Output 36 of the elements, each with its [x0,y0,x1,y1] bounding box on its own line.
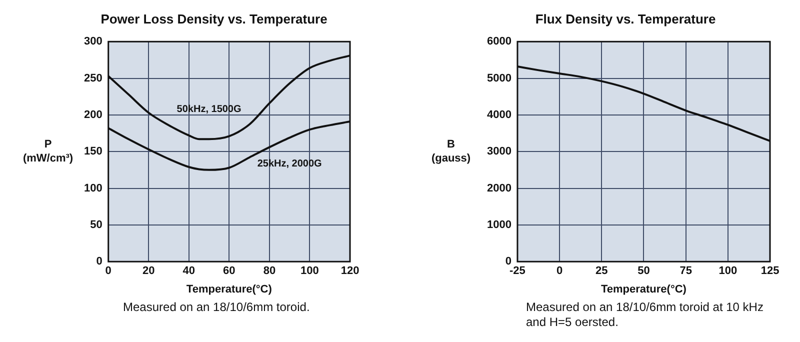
x-tick-label: 40 [182,265,196,278]
y-tick-label: 1000 [486,218,512,231]
text: Measured on an 18/10/6mm toroid. [123,300,310,315]
x-tick-label: 60 [223,265,236,278]
y-tick-label: 4000 [486,108,512,121]
x-tick-label: -25 [510,265,526,278]
y-tick-label: 150 [84,146,102,158]
y-tick-label: 6000 [486,36,512,48]
y-tick-label: 2000 [486,182,512,194]
chart-title: Flux Density vs. Temperature [535,11,716,26]
y-axis-title: B (gauss) [431,138,471,165]
x-tick-label: 100 [718,265,738,278]
y-tick-label: 0 [505,256,512,268]
y-axis-title: P (mW/cm³) [22,138,74,165]
x-tick-label: 50 [638,265,650,278]
chart-title: Power Loss Density vs. Temperature [100,11,328,26]
x-tick-label: 100 [300,265,319,278]
text: Measured on an 18/10/6mm toroid at 10 kHz and H=5 oersted. [526,300,764,330]
x-tick-label: 75 [680,265,692,278]
x-axis-title: Temperature(°C) [186,283,272,296]
x-tick-label: 80 [263,265,276,278]
y-tick-label: 3000 [486,146,512,158]
y-tick-label: 100 [84,182,102,194]
y-tick-label: 50 [90,218,102,231]
x-tick-label: 25 [596,265,608,278]
x-tick-label: 120 [340,265,360,278]
y-tick-label: 200 [84,108,102,121]
y-tick-label: 250 [84,72,102,84]
x-tick-label: 20 [142,265,155,278]
x-axis-title: Temperature(°C) [600,283,687,296]
y-tick-label: 5000 [486,72,512,84]
y-tick-label: 300 [84,36,102,48]
x-tick-label: 0 [556,265,563,278]
x-tick-label: 125 [760,265,780,278]
y-tick-label: 0 [96,256,102,268]
x-tick-label: 0 [105,265,112,278]
